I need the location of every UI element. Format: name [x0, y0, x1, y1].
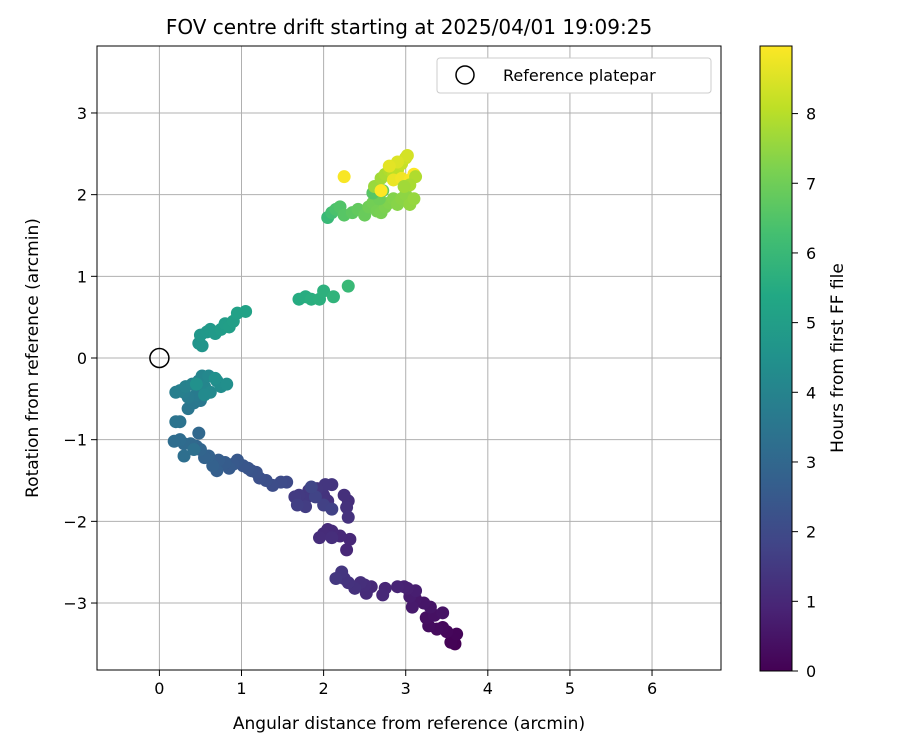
scatter-point	[325, 502, 339, 516]
colorbar-tick-label: 7	[806, 174, 816, 193]
scatter-point	[317, 284, 331, 298]
scatter-point	[206, 459, 220, 473]
scatter-point	[343, 532, 357, 546]
scatter-point	[220, 377, 234, 391]
scatter-point	[167, 434, 181, 448]
colorbar-tick-label: 4	[806, 383, 816, 402]
scatter-point	[195, 339, 209, 353]
y-tick-label: 0	[77, 349, 87, 368]
scatter-point	[308, 490, 322, 504]
scatter-point	[325, 531, 339, 545]
scatter-point	[341, 279, 355, 293]
scatter-point	[391, 580, 405, 594]
colorbar-tick-label: 5	[806, 314, 816, 333]
scatter-point	[397, 179, 411, 193]
y-axis-label: Rotation from reference (arcmin)	[23, 218, 43, 498]
y-tick-label: −1	[63, 431, 87, 450]
colorbar-tick-label: 8	[806, 105, 816, 124]
x-tick-label: 4	[483, 679, 493, 698]
x-axis-label: Angular distance from reference (arcmin)	[233, 714, 585, 734]
scatter-point	[382, 159, 396, 173]
scatter-point	[405, 600, 419, 614]
y-tick-label: 3	[77, 104, 87, 123]
scatter-point	[187, 442, 201, 456]
colorbar-gradient	[759, 45, 793, 672]
scatter-point	[340, 500, 354, 514]
legend-box	[436, 57, 712, 94]
colorbar-tick-label: 3	[806, 453, 816, 472]
colorbar-tick-label: 0	[806, 662, 816, 681]
x-tick-label: 1	[236, 679, 246, 698]
scatter-point	[192, 426, 206, 440]
colorbar-tick-label: 6	[806, 244, 816, 263]
scatter-point	[436, 606, 450, 620]
scatter-point	[198, 388, 212, 402]
y-tick-label: 1	[77, 267, 87, 286]
scatter-point	[304, 480, 318, 494]
legend-entry-label: Reference platepar	[503, 66, 656, 85]
scatter-point	[400, 148, 414, 162]
scatter-point	[189, 377, 203, 391]
x-tick-label: 5	[565, 679, 575, 698]
scatter-point	[329, 572, 343, 586]
y-tick-label: −3	[63, 594, 87, 613]
scatter-point	[208, 371, 222, 385]
scatter-point	[326, 290, 340, 304]
scatter-point	[341, 510, 355, 524]
scatter-points	[167, 148, 464, 651]
colorbar-tick-label: 1	[806, 592, 816, 611]
x-tick-label: 2	[319, 679, 329, 698]
x-tick-label: 3	[401, 679, 411, 698]
x-tick-label: 6	[647, 679, 657, 698]
scatter-point	[337, 488, 351, 502]
y-tick-label: −2	[63, 512, 87, 531]
x-tick-label: 0	[154, 679, 164, 698]
legend-reference-marker	[455, 65, 475, 85]
scatter-point	[374, 184, 388, 198]
reference-layer	[149, 347, 170, 369]
x-axis-ticks: 0 1 2 3 4 5 6	[154, 670, 657, 698]
y-tick-label: 2	[77, 186, 87, 205]
colorbar-tick-label: 2	[806, 523, 816, 542]
scatter-point	[450, 627, 464, 641]
grid-lines	[97, 46, 721, 670]
y-axis-ticks: −3 −2 −1 0 1 2 3	[63, 104, 97, 613]
colorbar-label: Hours from first FF file	[828, 263, 848, 453]
scatter-point	[337, 170, 351, 184]
scatter-point	[290, 498, 304, 512]
scatter-point	[169, 415, 183, 429]
scatter-point	[239, 304, 253, 318]
colorbar-ticks: 0 1 2 3 4 5 6 7 8	[792, 105, 816, 681]
scatter-point	[313, 531, 327, 545]
scatter-point	[407, 192, 421, 206]
legend: Reference platepar	[436, 57, 712, 94]
scatter-point	[177, 449, 191, 463]
chart-title: FOV centre drift starting at 2025/04/01 …	[166, 15, 652, 39]
scatter-point	[376, 588, 390, 602]
colorbar: 0 1 2 3 4 5 6 7 8 Hours from first FF file	[759, 45, 848, 681]
reference-marker	[149, 347, 170, 369]
scatter-point	[340, 543, 354, 557]
